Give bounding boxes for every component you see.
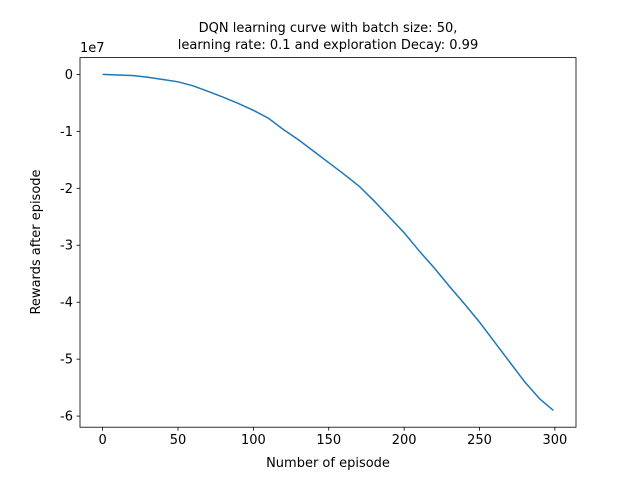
x-axis-label: Number of episode — [266, 456, 390, 471]
line-series — [102, 73, 554, 411]
axes-frame — [79, 57, 577, 428]
chart-title: learning rate: 0.1 and exploration Decay… — [178, 38, 478, 53]
y-tick-label: -6 — [60, 410, 73, 425]
chart-title: DQN learning curve with batch size: 50, — [199, 21, 458, 36]
y-tick-label: -5 — [60, 353, 73, 368]
y-tick-label: 0 — [65, 68, 73, 83]
y-offset-label: 1e7 — [80, 41, 105, 56]
x-tick-label: 0 — [98, 433, 106, 448]
x-tick-label: 300 — [542, 433, 567, 448]
y-tick-label: -3 — [60, 239, 73, 254]
y-tick-label: -4 — [60, 296, 73, 311]
y-tick-label: -1 — [60, 125, 73, 140]
x-tick-label: 150 — [316, 433, 341, 448]
x-tick-label: 250 — [467, 433, 492, 448]
y-tick-label: -2 — [60, 182, 73, 197]
y-axis-label: Rewards after episode — [29, 169, 44, 314]
x-tick-label: 100 — [241, 433, 266, 448]
x-tick-label: 50 — [170, 433, 187, 448]
x-tick-label: 200 — [392, 433, 417, 448]
